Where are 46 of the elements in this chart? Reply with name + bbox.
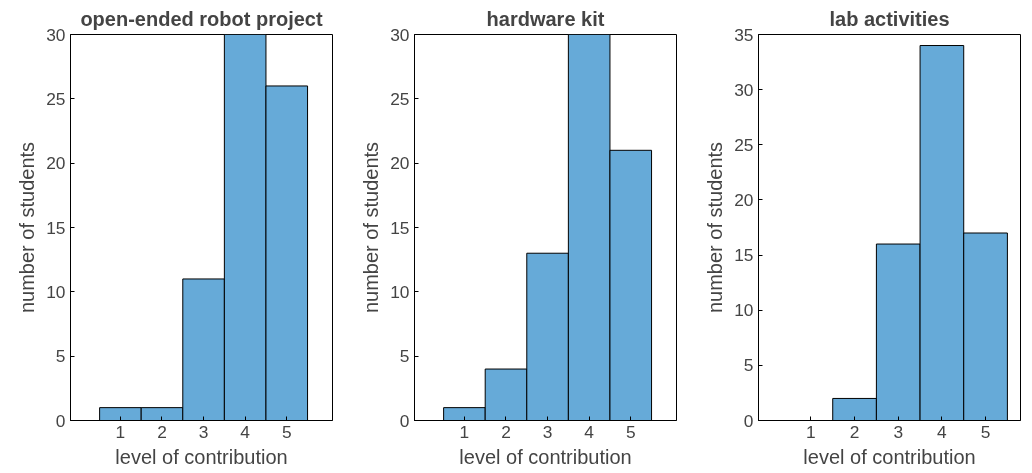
x-tick-label: 1	[459, 421, 470, 442]
x-tick-label: 1	[115, 421, 126, 442]
y-tick-label: 25	[390, 88, 410, 109]
x-tick-label: 2	[157, 421, 167, 442]
x-tick-label: 4	[240, 421, 251, 442]
y-tick-label: 35	[734, 24, 754, 45]
y-tick-label: 25	[734, 134, 754, 155]
x-tick-label: 5	[980, 421, 991, 442]
x-tick-label: 4	[584, 421, 595, 442]
x-tick-label: 2	[849, 421, 860, 442]
chart-title: open-ended robot project	[80, 7, 323, 30]
y-tick-label: 5	[743, 355, 754, 376]
x-axis-title: level of contribution	[803, 445, 976, 468]
y-tick-label: 30	[390, 24, 410, 45]
x-tick-label: 3	[893, 421, 904, 442]
y-tick-label: 25	[46, 88, 66, 109]
y-axis-title: number of students	[360, 141, 383, 314]
y-tick-label: 15	[734, 245, 754, 266]
y-axis-title: number of students	[704, 141, 727, 314]
x-tick-label: 4	[937, 421, 948, 442]
y-tick-label: 15	[46, 217, 66, 238]
y-tick-label: 10	[46, 281, 66, 302]
y-tick-label: 30	[734, 79, 754, 100]
y-tick-label: 5	[399, 346, 410, 367]
y-tick-label: 10	[390, 281, 410, 302]
y-tick-label: 20	[734, 189, 754, 210]
y-tick-label: 5	[55, 346, 66, 367]
y-tick-label: 30	[46, 24, 66, 45]
y-tick-label: 20	[46, 153, 66, 174]
x-axis-title: level of contribution	[459, 445, 632, 468]
x-axis-title: level of contribution	[115, 445, 288, 468]
x-tick-label: 3	[198, 421, 209, 442]
x-tick-label: 5	[625, 421, 636, 442]
y-tick-label: 10	[734, 300, 754, 321]
x-tick-label: 3	[542, 421, 553, 442]
chart-title: hardware kit	[486, 7, 605, 30]
y-tick-label: 0	[55, 410, 66, 431]
x-tick-label: 2	[501, 421, 511, 442]
y-tick-label: 20	[390, 153, 410, 174]
y-tick-label: 15	[390, 217, 410, 238]
y-tick-label: 0	[399, 410, 410, 431]
y-axis-title: number of students	[16, 141, 39, 314]
x-tick-label: 1	[806, 421, 816, 442]
x-tick-label: 5	[281, 421, 292, 442]
chart-title: lab activities	[829, 7, 950, 30]
y-tick-label: 0	[743, 410, 754, 431]
